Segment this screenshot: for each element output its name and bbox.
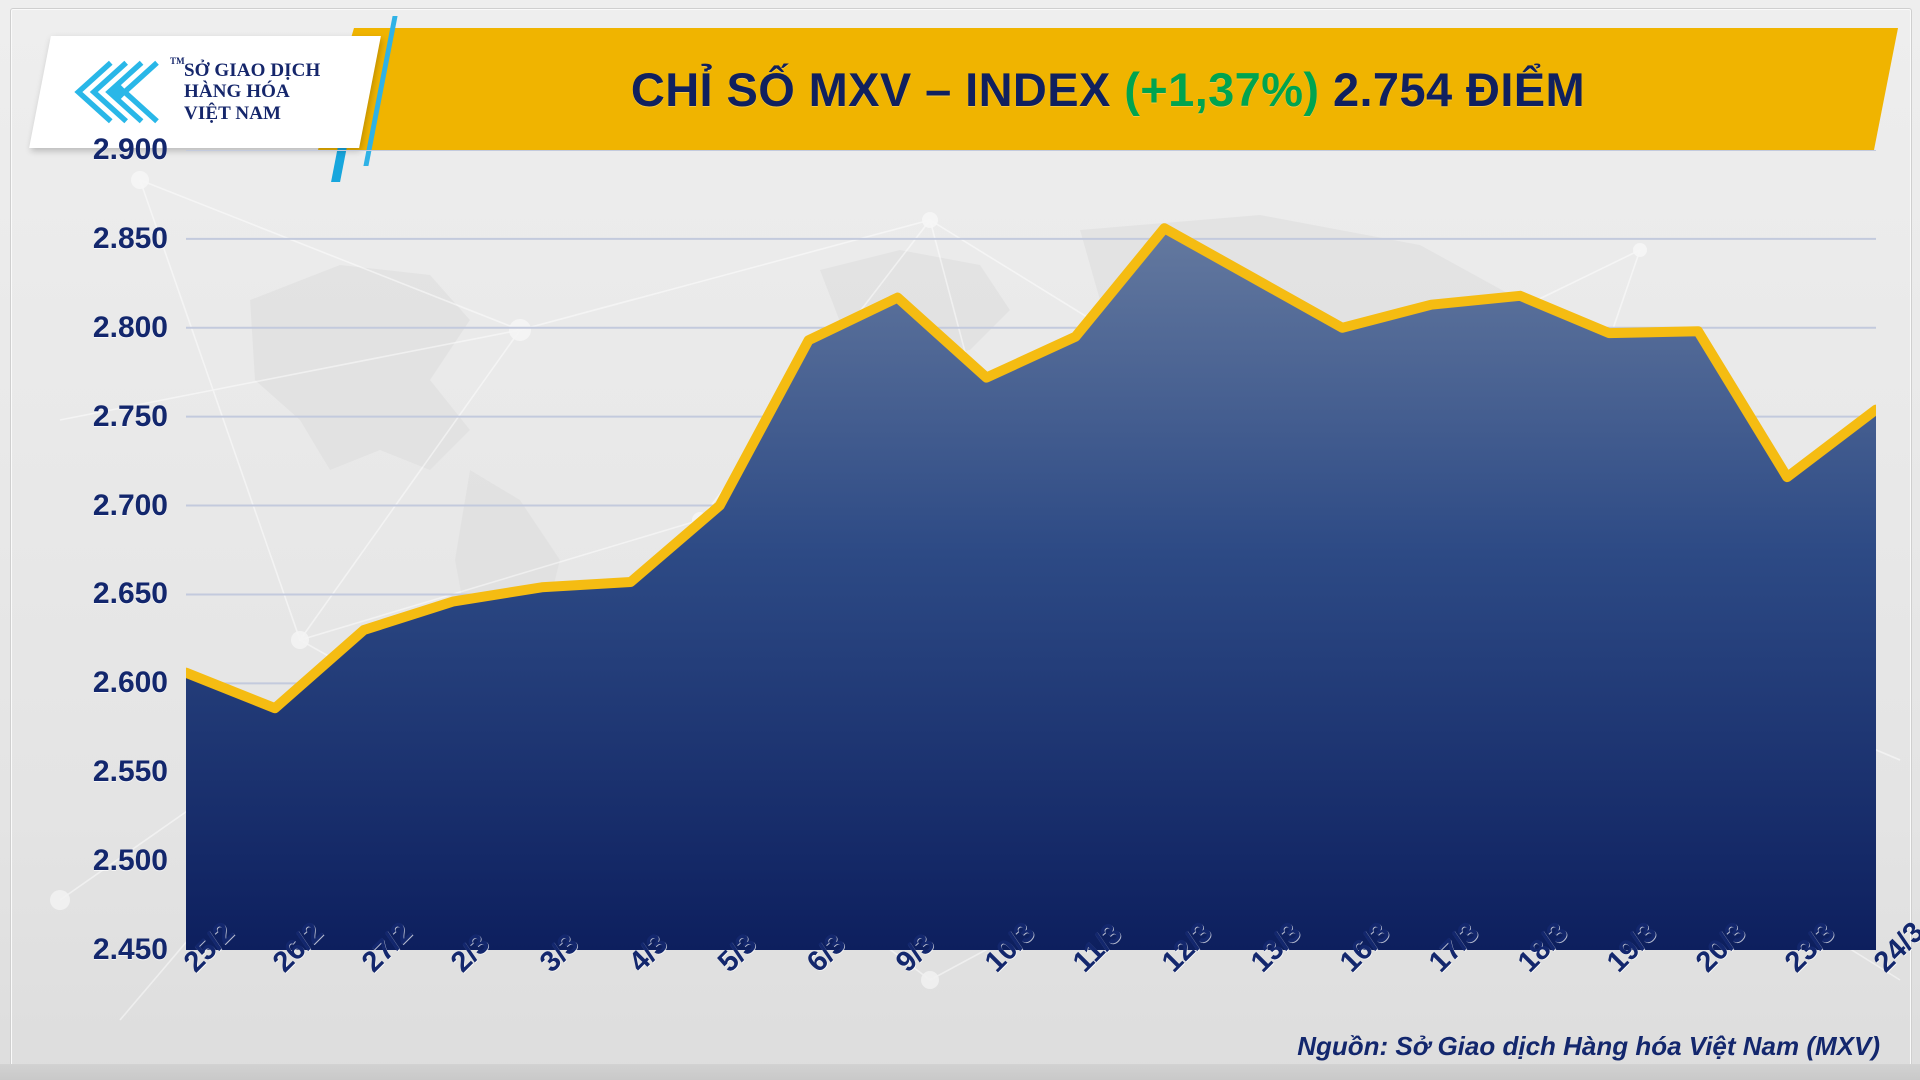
y-axis-labels: 2.900 2.850 2.800 2.750 2.700 2.650 2.600 2.550…: [0, 133, 168, 1080]
y-axis-tick-label: 2.700: [92, 488, 168, 522]
title-points-value: 2.754 ĐIỂM: [1332, 62, 1586, 116]
x-axis-tick-label: 16/3: [1334, 916, 1397, 979]
chart-area: 2.900 2.850 2.800 2.750 2.700 2.650 2.600 2.550…: [0, 133, 1920, 1080]
x-axis-tick-label: 19/3: [1601, 916, 1664, 979]
header-yellow-band: [318, 28, 1898, 150]
y-axis-tick-label: 2.550: [92, 755, 168, 789]
title-change-percent: (+1,37%): [1124, 62, 1320, 116]
y-axis-tick-label: 2.600: [92, 666, 168, 700]
x-axis-tick-label: 18/3: [1512, 916, 1575, 979]
y-axis-tick-label: 2.500: [92, 844, 168, 878]
x-axis-tick-label: 12/3: [1156, 916, 1219, 979]
chart-area-fill: [186, 228, 1876, 950]
x-axis-tick-label: 23/3: [1779, 916, 1842, 979]
y-axis-tick-label: 2.650: [92, 577, 168, 611]
x-axis-tick-label: 24/3: [1868, 916, 1920, 979]
header-banner: TM SỞ GIAO DỊCH HÀNG HÓA VIỆT NAM CHỈ SỐ…: [22, 16, 1898, 182]
x-axis-tick-label: 17/3: [1423, 916, 1486, 979]
index-area-chart: [186, 150, 1876, 950]
y-axis-tick-label: 2.850: [92, 221, 168, 255]
y-axis-tick-label: 2.900: [92, 133, 168, 166]
x-axis-tick-label: 27/2: [355, 916, 419, 979]
x-axis-tick-label: 2/3: [444, 927, 496, 979]
x-axis-tick-label: 13/3: [1245, 916, 1308, 979]
source-note: Nguồn: Sở Giao dịch Hàng hóa Việt Nam (M…: [1297, 1031, 1880, 1061]
chart-line: [186, 223, 1876, 714]
page-title: CHỈ SỐ MXV – INDEX (+1,37%) 2.754 ĐIỂM: [318, 28, 1898, 150]
x-axis-tick-label: 6/3: [800, 927, 852, 979]
x-axis-tick-label: 4/3: [622, 927, 674, 979]
x-axis-tick-label: 3/3: [533, 927, 585, 979]
x-axis-tick-label: 10/3: [978, 916, 1042, 979]
x-axis-tick-label: 11/3: [1067, 917, 1129, 979]
title-main-text: CHỈ SỐ MXV – INDEX: [630, 62, 1111, 116]
y-axis-tick-label: 2.800: [92, 310, 168, 344]
logo-line-2: HÀNG HÓA: [184, 81, 290, 103]
y-axis-tick-label: 2.750: [92, 399, 168, 433]
x-axis-tick-label: 9/3: [889, 927, 941, 979]
logo-wordmark: TM SỞ GIAO DỊCH HÀNG HÓA VIỆT NAM: [170, 56, 321, 124]
x-axis-tick-label: 25/2: [178, 916, 241, 979]
x-axis-tick-label: 20/3: [1690, 916, 1753, 979]
logo-line-3: VIỆT NAM: [184, 102, 282, 124]
x-axis-tick-label: 5/3: [711, 927, 763, 979]
x-axis-labels: 25/2 26/2 27/2 2/3 3/3 4/3 5/3 6/3 9/3 10/3 11/3 12…: [178, 150, 1920, 1080]
bottom-bar: [0, 1064, 1920, 1080]
y-axis-tick-label: 2.450: [92, 933, 168, 966]
mxv-logo-mark: [74, 60, 159, 124]
logo-block: TM SỞ GIAO DỊCH HÀNG HÓA VIỆT NAM: [40, 36, 370, 148]
x-axis-tick-label: 26/2: [266, 916, 330, 979]
trademark-symbol: TM: [170, 56, 185, 67]
logo-line-1: SỞ GIAO DỊCH: [184, 60, 321, 82]
